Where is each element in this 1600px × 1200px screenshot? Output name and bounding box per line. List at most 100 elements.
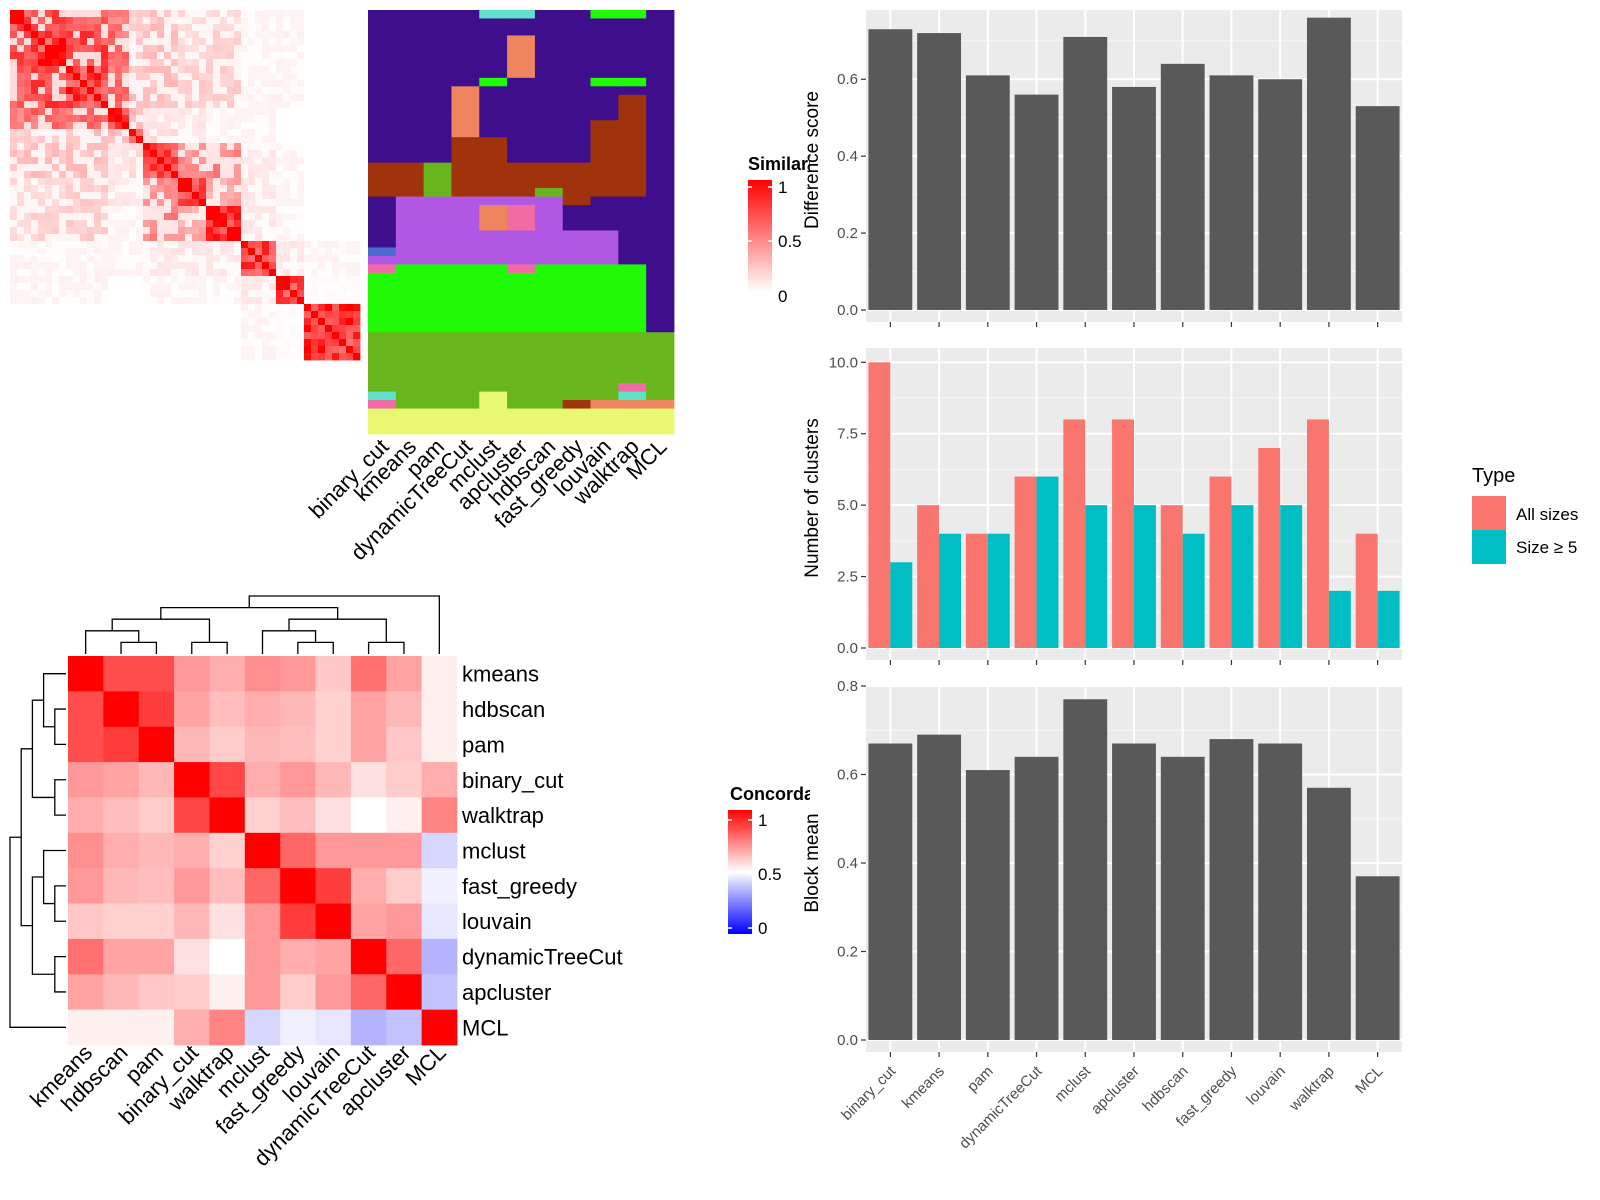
similarity-cell: [262, 171, 270, 179]
similarity-cell: [220, 108, 228, 116]
similarity-cell: [283, 304, 291, 312]
similarity-cell: [213, 304, 221, 312]
concordance-cell: [315, 903, 352, 940]
similarity-cell: [80, 255, 88, 263]
similarity-cell: [269, 24, 277, 32]
similarity-cell: [325, 325, 333, 333]
similarity-cell: [311, 136, 319, 144]
cluster-cell: [368, 417, 397, 426]
similarity-cell: [80, 346, 88, 354]
similarity-cell: [157, 38, 165, 46]
similarity-cell: [276, 318, 284, 326]
concordance-cell: [209, 656, 246, 692]
similarity-cell: [304, 353, 312, 361]
similarity-cell: [157, 248, 165, 256]
similarity-cell: [185, 59, 193, 67]
similarity-cell: [213, 311, 221, 319]
similarity-cell: [31, 199, 39, 207]
similarity-cell: [311, 31, 319, 39]
similarity-cell: [87, 255, 95, 263]
similarity-cell: [10, 346, 18, 354]
similarity-cell: [143, 52, 151, 60]
similarity-cell: [24, 304, 32, 312]
similarity-cell: [136, 129, 144, 137]
similarity-cell: [206, 304, 214, 312]
concordance-row-label: mclust: [462, 839, 526, 864]
cluster-cell: [451, 425, 480, 435]
cluster-cell: [646, 306, 675, 316]
concordance-cell: [315, 762, 352, 798]
similarity-cell: [17, 178, 25, 186]
similarity-cell: [164, 304, 172, 312]
cluster-cell: [479, 196, 508, 206]
similarity-cell: [311, 220, 319, 228]
similarity-cell: [206, 31, 214, 39]
similarity-cell: [220, 276, 228, 284]
similarity-cell: [178, 178, 186, 186]
similarity-cell: [108, 304, 116, 312]
similarity-cell: [115, 332, 123, 340]
similarity-cell: [129, 332, 137, 340]
similarity-cell: [52, 262, 60, 270]
similarity-cell: [143, 143, 151, 151]
similarity-cell: [24, 255, 32, 263]
similarity-cell: [87, 38, 95, 46]
cluster-cell: [479, 349, 508, 359]
similarity-cell: [31, 164, 39, 172]
similarity-cell: [262, 234, 270, 242]
cluster-cell: [590, 272, 619, 282]
similarity-cell: [45, 241, 53, 249]
cluster-cell: [507, 94, 536, 104]
similarity-cell: [297, 213, 305, 221]
cluster-cell: [507, 272, 536, 282]
similarity-cell: [234, 241, 242, 249]
similarity-cell: [262, 262, 270, 270]
similarity-cell: [59, 248, 67, 256]
similarity-cell: [178, 339, 186, 347]
similarity-cell: [101, 255, 109, 263]
cluster-cell: [368, 400, 397, 409]
similarity-cell: [136, 94, 144, 102]
similarity-cell: [346, 206, 354, 214]
similarity-cell: [248, 52, 256, 60]
similarity-cell: [346, 157, 354, 165]
similarity-cell: [339, 87, 347, 95]
similarity-cell: [59, 17, 67, 25]
similarity-cell: [52, 220, 60, 228]
similarity-cell: [325, 73, 333, 81]
similarity-cell: [136, 66, 144, 74]
cluster-cell: [507, 222, 536, 231]
similarity-cell: [262, 227, 270, 235]
similarity-cell: [94, 325, 102, 333]
similarity-cell: [262, 115, 270, 123]
similarity-cell: [122, 311, 130, 319]
similarity-cell: [332, 206, 340, 214]
similarity-cell: [108, 150, 116, 158]
similarity-cell: [290, 178, 298, 186]
concordance-cell: [103, 1009, 140, 1046]
similarity-cell: [136, 136, 144, 144]
similarity-cell: [192, 52, 200, 60]
concordance-row-label: apcluster: [462, 980, 551, 1005]
similarity-cell: [339, 73, 347, 81]
cluster-cell: [646, 94, 675, 104]
similarity-cell: [52, 87, 60, 95]
similarity-cell: [87, 346, 95, 354]
similarity-cell: [297, 73, 305, 81]
cluster-cell: [395, 60, 425, 70]
similarity-cell: [290, 227, 298, 235]
similarity-cell: [52, 143, 60, 151]
cluster-cell: [395, 238, 425, 248]
similarity-cell: [38, 10, 46, 18]
cluster-cell: [562, 391, 591, 401]
similarity-cell: [143, 255, 151, 263]
concordance-cell: [350, 762, 387, 798]
concordance-cell: [138, 797, 175, 834]
similarity-cell: [80, 164, 88, 172]
bar: [1231, 505, 1254, 648]
similarity-cell: [248, 234, 256, 242]
cluster-cell: [423, 18, 452, 28]
cluster-cell: [534, 400, 564, 409]
cluster-cell: [423, 298, 452, 308]
